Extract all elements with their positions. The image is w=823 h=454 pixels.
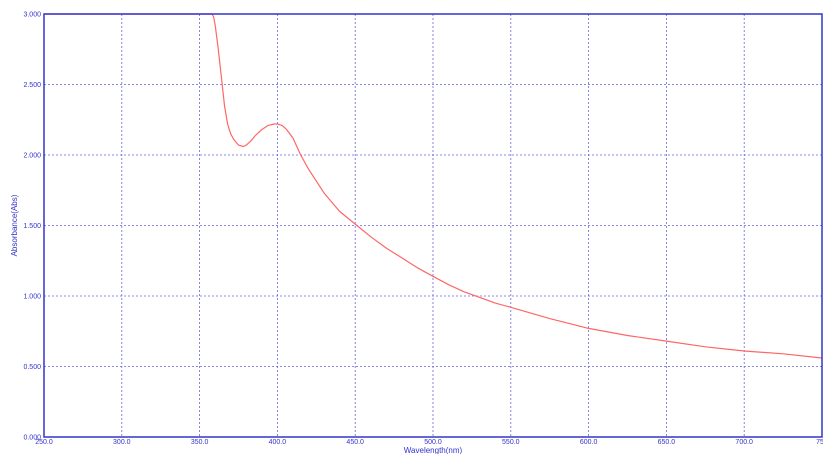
x-tick-label: 400.0 <box>269 439 287 446</box>
x-tick-label: 300.0 <box>113 439 131 446</box>
x-tick-label: 350.0 <box>191 439 209 446</box>
x-tick-label: 500.0 <box>424 439 442 446</box>
series-group <box>44 13 823 359</box>
plot-frame <box>43 13 823 438</box>
grid <box>44 14 822 437</box>
y-tick-label: 2.500 <box>23 82 41 89</box>
x-tick-label: 650.0 <box>658 439 676 446</box>
absorbance-series-line <box>44 13 823 359</box>
x-tick-labels: 250.0 300.0 350.0 400.0 450.0 500.0 550.0 600.0… <box>35 439 823 446</box>
y-tick-label: 0.000 <box>23 435 41 442</box>
x-tick-label: 700.0 <box>735 439 753 446</box>
x-axis-label: Wavelength(nm) <box>404 446 463 454</box>
y-tick-label: 0.500 <box>23 364 41 371</box>
y-axis-label: Absorbance(Abs) <box>10 194 19 256</box>
x-tick-label: 600.0 <box>580 439 598 446</box>
y-tick-label: 3.000 <box>23 12 41 19</box>
x-tick-label: 750 <box>816 439 823 446</box>
x-tick-label: 250.0 <box>35 439 53 446</box>
y-tick-label: 1.500 <box>23 223 41 230</box>
y-tick-label: 2.000 <box>23 153 41 160</box>
x-tick-label: 450.0 <box>346 439 364 446</box>
y-tick-labels: 0.000 0.500 1.000 1.500 2.000 2.500 3.000 <box>23 12 41 442</box>
x-tick-label: 550.0 <box>502 439 520 446</box>
y-tick-label: 1.000 <box>23 294 41 301</box>
